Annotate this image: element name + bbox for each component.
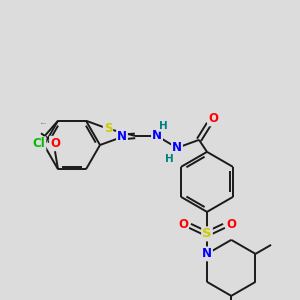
Text: Cl: Cl: [33, 137, 45, 150]
Text: H: H: [159, 121, 167, 131]
Text: O: O: [50, 137, 60, 150]
Text: N: N: [117, 130, 127, 143]
Text: N: N: [202, 248, 212, 260]
Text: methoxy: methoxy: [41, 123, 47, 124]
Text: O: O: [178, 218, 188, 231]
Text: N: N: [172, 141, 182, 154]
Text: O: O: [226, 218, 236, 231]
Text: O: O: [208, 112, 218, 125]
Text: S: S: [104, 122, 112, 135]
Text: H: H: [165, 154, 173, 164]
Text: S: S: [202, 227, 212, 240]
Text: N: N: [152, 129, 162, 142]
